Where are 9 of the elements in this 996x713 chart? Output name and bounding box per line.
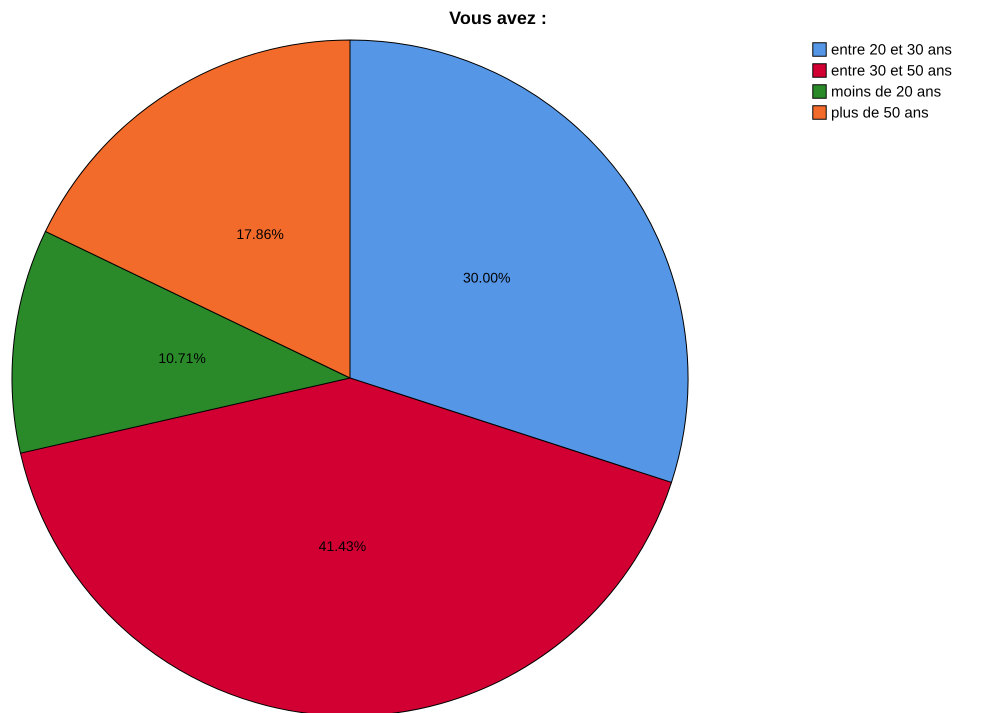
legend-label: plus de 50 ans	[831, 104, 929, 122]
legend-label: moins de 20 ans	[831, 84, 942, 100]
data-label: 10.71%	[158, 350, 206, 366]
chart-title: Vous avez :	[449, 8, 547, 28]
legend-label: entre 20 et 30 ans	[831, 42, 952, 58]
data-label: 17.86%	[236, 226, 284, 242]
data-label: 30.00%	[462, 270, 510, 286]
legend-label: entre 30 et 50 ans	[831, 62, 952, 80]
data-label: 41.43%	[318, 538, 366, 554]
